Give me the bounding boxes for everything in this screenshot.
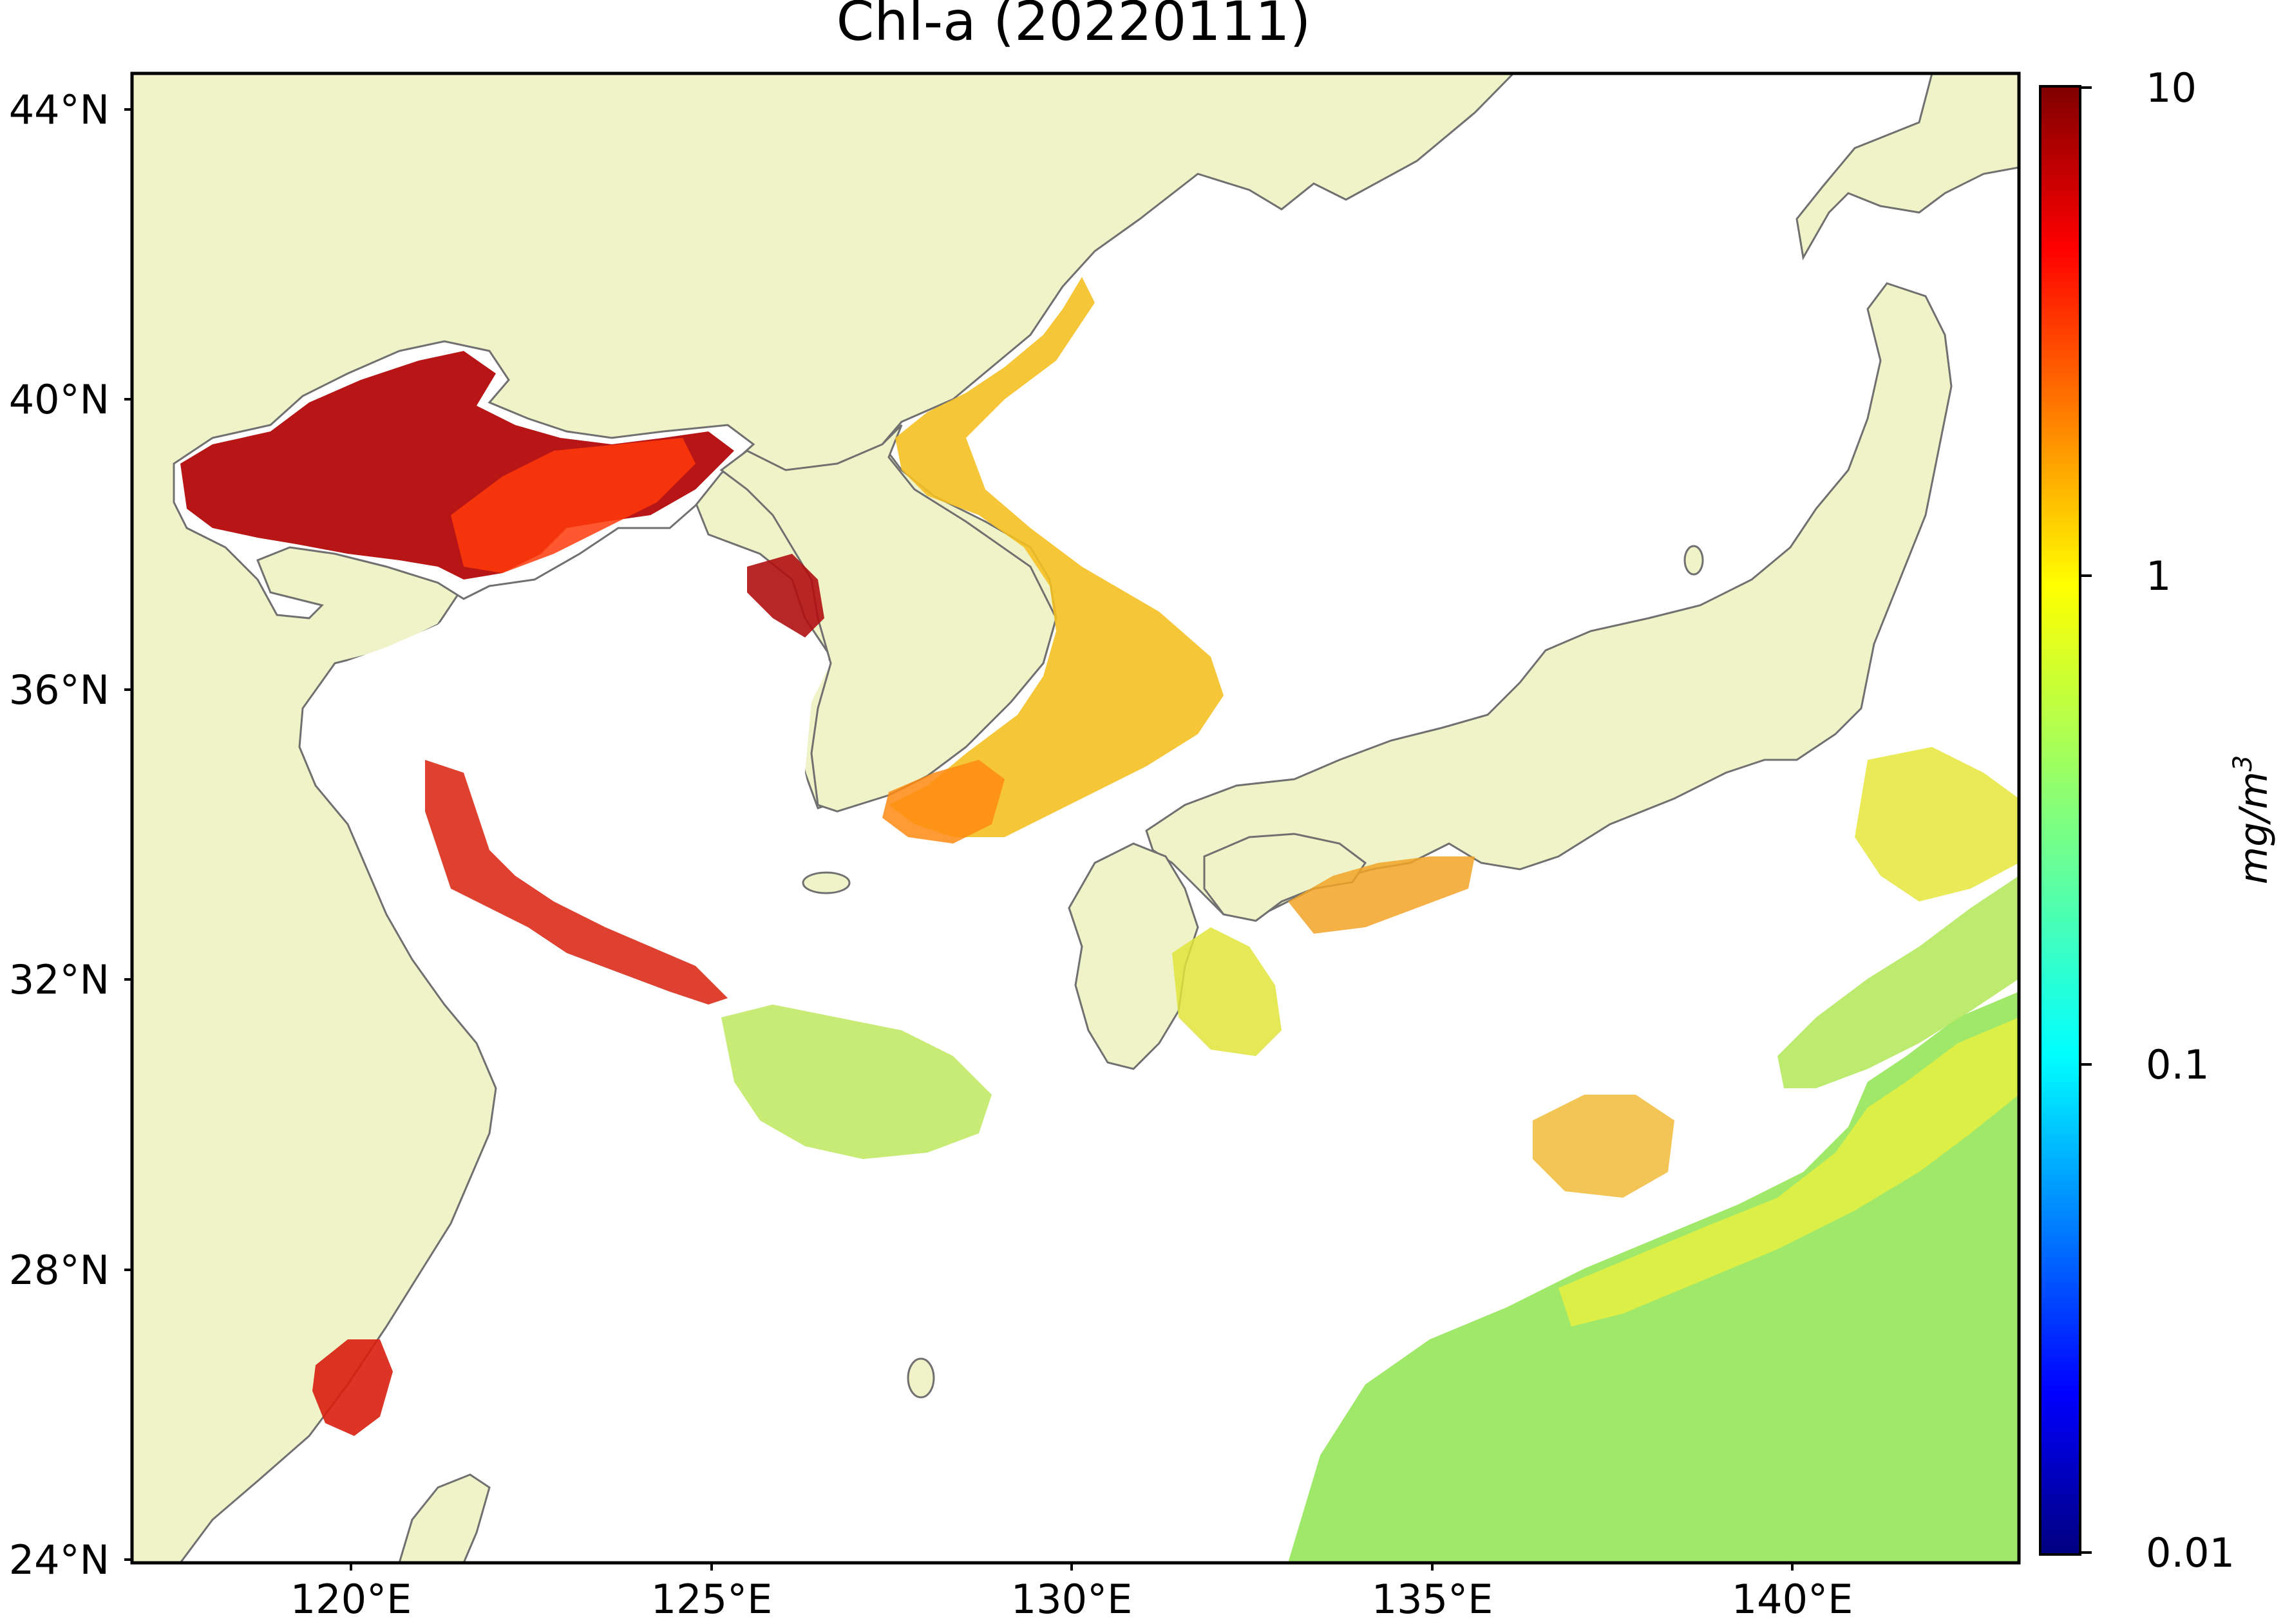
cbar-label-0-01: 0.01 (2146, 1529, 2235, 1576)
pacific-east-patches (1777, 876, 2019, 1088)
latitude-axis: 44°N 40°N 36°N 32°N 28°N 24°N (9, 86, 132, 1583)
chlorophyll-field (180, 277, 2019, 1563)
hokkaido (1795, 73, 2019, 261)
korea-strait-chl (882, 760, 1005, 844)
map-frame (130, 71, 2021, 1565)
sado-island (1683, 545, 1704, 576)
okinawa-island (907, 1357, 935, 1399)
colorbar-ticks (2080, 86, 2092, 1554)
bohai-mid-chl (451, 438, 696, 573)
taiwan (398, 1473, 491, 1563)
kyushu (1068, 842, 1199, 1070)
korea-east-coast-chl (889, 277, 1224, 837)
cbar-label-1: 1 (2146, 552, 2171, 600)
map-title: Chl-a (20220111) (837, 0, 1311, 53)
unit-text: mg/m (2231, 771, 2277, 884)
map-features (132, 73, 2019, 1563)
jeju-island (802, 871, 851, 894)
lon-label-130: 130°E (1011, 1576, 1133, 1623)
longitude-axis: 120°E 125°E 130°E 135°E 140°E (290, 1563, 1853, 1623)
colorbar-unit-label: mg/m3 (2228, 755, 2277, 885)
lat-label-44: 44°N (9, 86, 109, 133)
cbar-label-0-1: 0.1 (2146, 1041, 2210, 1088)
lat-label-28: 28°N (9, 1247, 109, 1294)
colorbar-gradient (2039, 85, 2081, 1556)
cbar-label-10: 10 (2146, 64, 2197, 111)
colorbar: 10 1 0.1 0.01 mg/m3 (2039, 64, 2277, 1576)
map-panel (130, 71, 2021, 1565)
korea-west-coast-chl (747, 554, 824, 637)
honshu-south-coast-chl (1288, 856, 1475, 934)
lat-label-36: 36°N (9, 666, 109, 713)
kuroshio-yellow-band (1558, 1017, 2019, 1327)
pacific-mid-patches (1533, 1095, 1674, 1198)
lon-label-120: 120°E (290, 1576, 412, 1623)
east-china-coast-chl (312, 1339, 393, 1436)
kyushu-offshore-chl (1172, 927, 1282, 1056)
colorbar-labels: 10 1 0.1 0.01 (2146, 64, 2235, 1576)
unit-superscript: 3 (2228, 755, 2258, 771)
yellow-sea-patches (425, 760, 728, 1005)
lat-label-24: 24°N (9, 1536, 109, 1583)
lon-label-135: 135°E (1372, 1576, 1493, 1623)
lon-label-140: 140°E (1732, 1576, 1853, 1623)
lat-label-40: 40°N (9, 376, 109, 423)
pacific-north-patches (1855, 747, 2019, 902)
lat-label-32: 32°N (9, 956, 109, 1003)
lon-label-125: 125°E (651, 1576, 773, 1623)
east-china-sea-green (721, 1005, 992, 1159)
